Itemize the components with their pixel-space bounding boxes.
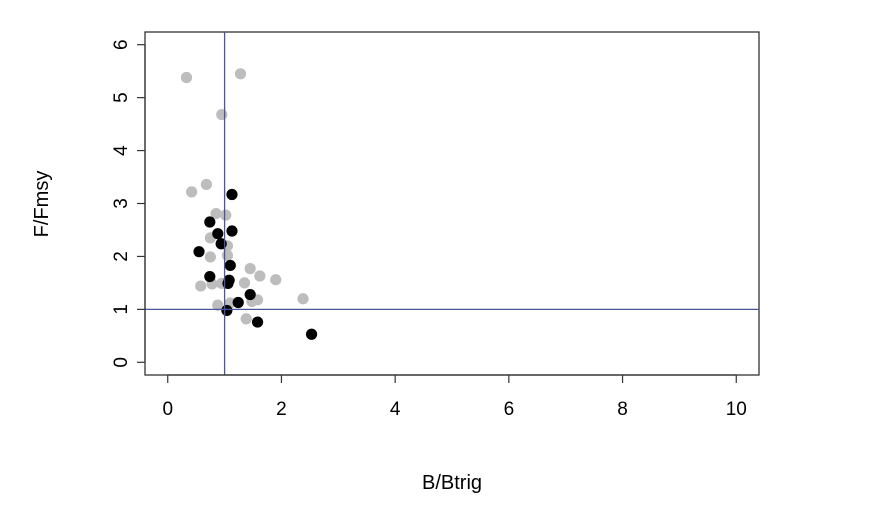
y-tick-label: 5 bbox=[111, 92, 132, 103]
x-axis-title: B/Btrig bbox=[422, 472, 482, 494]
data-point bbox=[254, 270, 266, 282]
data-point bbox=[244, 288, 256, 301]
data-point bbox=[232, 296, 244, 309]
y-tick-label: 4 bbox=[111, 145, 132, 156]
data-point bbox=[226, 225, 238, 237]
data-point bbox=[234, 68, 247, 80]
data-point bbox=[210, 207, 222, 220]
y-tick-label: 0 bbox=[111, 357, 132, 368]
data-point bbox=[204, 251, 216, 263]
data-point bbox=[251, 316, 264, 328]
x-tick-label: 8 bbox=[617, 399, 628, 420]
x-tick-label: 10 bbox=[726, 399, 747, 420]
y-tick-label: 1 bbox=[111, 304, 132, 315]
data-point bbox=[224, 259, 236, 272]
y-axis-title: F/Fmsy bbox=[31, 171, 53, 238]
x-tick-label: 0 bbox=[162, 399, 173, 420]
data-point bbox=[270, 274, 282, 286]
data-point bbox=[186, 186, 198, 198]
data-point bbox=[305, 328, 318, 340]
data-point bbox=[221, 304, 233, 317]
data-point bbox=[226, 188, 238, 201]
data-point bbox=[212, 228, 224, 240]
y-tick-label: 2 bbox=[111, 251, 132, 262]
x-tick-label: 2 bbox=[276, 399, 287, 420]
reference-lines bbox=[145, 32, 759, 375]
y-axis: 0 1 2 3 4 5 6 bbox=[111, 39, 146, 368]
x-tick-label: 6 bbox=[504, 399, 515, 420]
data-point bbox=[238, 277, 251, 289]
x-axis: 0 2 4 6 8 10 bbox=[162, 374, 747, 420]
data-point bbox=[204, 216, 216, 228]
data-point bbox=[195, 280, 207, 292]
data-point bbox=[200, 178, 212, 191]
data-point bbox=[220, 209, 232, 221]
data-point bbox=[212, 299, 224, 311]
data-point bbox=[193, 246, 205, 258]
data-point bbox=[216, 108, 228, 121]
data-point bbox=[180, 71, 193, 84]
data-point bbox=[221, 249, 234, 261]
x-tick-label: 4 bbox=[390, 399, 401, 420]
plot-frame bbox=[144, 31, 760, 376]
plot-area bbox=[144, 31, 760, 376]
data-points bbox=[180, 68, 318, 340]
data-point bbox=[297, 293, 309, 305]
y-tick-label: 6 bbox=[111, 39, 132, 50]
data-point bbox=[204, 270, 216, 283]
y-tick-label: 3 bbox=[111, 198, 132, 209]
data-point bbox=[240, 313, 252, 325]
data-point bbox=[244, 263, 256, 275]
